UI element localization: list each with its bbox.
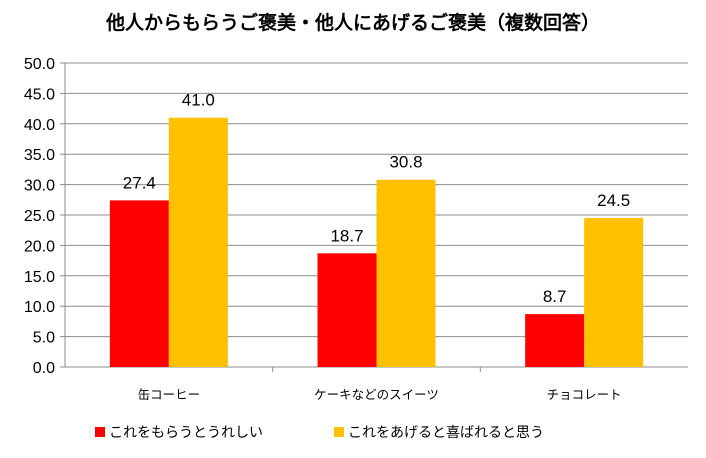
y-tick-label: 10.0 xyxy=(24,299,55,316)
y-tick-label: 40.0 xyxy=(24,117,55,134)
data-label: 8.7 xyxy=(543,287,567,306)
chart-title: 他人からもらうご褒美・他人にあげるご褒美（複数回答） xyxy=(105,12,600,34)
y-tick-label: 45.0 xyxy=(24,86,55,103)
y-tick-label: 35.0 xyxy=(24,147,55,164)
y-tick-label: 5.0 xyxy=(33,330,55,347)
category-label: ケーキなどのスイーツ xyxy=(314,387,439,402)
data-label: 41.0 xyxy=(182,91,215,110)
bar xyxy=(376,179,436,367)
legend-label: これをあげると喜ばれると思う xyxy=(348,425,544,441)
bar xyxy=(317,253,377,367)
y-tick-label: 30.0 xyxy=(24,178,55,195)
bar xyxy=(525,314,585,367)
legend-swatch xyxy=(95,427,105,437)
y-tick-label: 15.0 xyxy=(24,269,55,286)
y-tick-label: 25.0 xyxy=(24,208,55,225)
bar xyxy=(168,117,228,367)
bar xyxy=(109,200,169,367)
legend-swatch xyxy=(334,427,344,437)
legend-label: これをもらうとうれしい xyxy=(109,425,263,441)
data-label: 30.8 xyxy=(389,153,422,172)
category-label: 缶コーヒー xyxy=(138,387,201,402)
bar xyxy=(584,218,644,367)
y-tick-label: 20.0 xyxy=(24,238,55,255)
category-label: チョコレート xyxy=(547,387,622,402)
y-tick-label: 0.0 xyxy=(33,360,55,377)
data-label: 24.5 xyxy=(597,191,630,210)
data-label: 18.7 xyxy=(330,226,363,245)
data-label: 27.4 xyxy=(123,173,156,192)
y-tick-label: 50.0 xyxy=(24,56,55,73)
